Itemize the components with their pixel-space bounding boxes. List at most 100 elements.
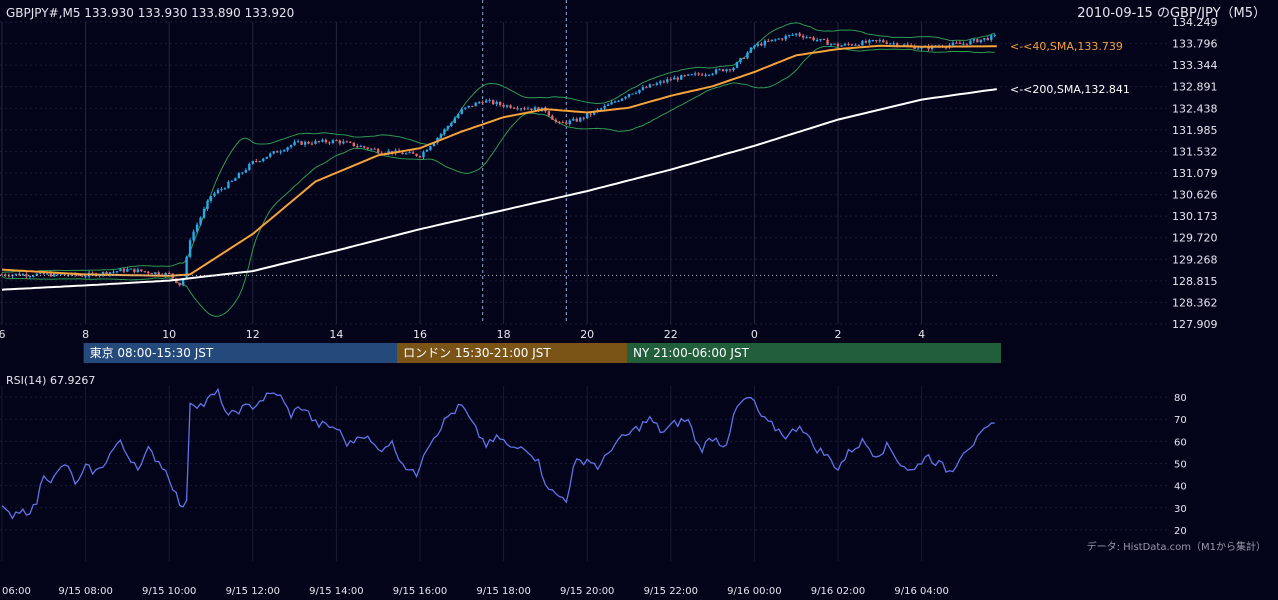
candle-body <box>805 37 808 39</box>
candle-body <box>603 105 606 109</box>
candle-body <box>617 100 620 102</box>
candle-body <box>976 39 979 43</box>
candle-body <box>4 274 7 276</box>
candle-body <box>732 67 735 71</box>
candle-body <box>896 43 899 47</box>
candle-body <box>185 256 188 279</box>
candle-body <box>46 273 49 275</box>
candle-body <box>613 101 617 103</box>
candle-body <box>634 92 638 94</box>
candle-body <box>7 275 11 277</box>
sma40-label: <-<40,SMA,133.739 <box>1010 40 1123 53</box>
datetime-tick-label: 06:00 <box>2 586 31 597</box>
candle-body <box>638 89 641 93</box>
candle-body <box>213 193 216 197</box>
candle-body <box>112 271 115 273</box>
datetime-tick-label: 9/15 16:00 <box>393 586 447 597</box>
candle-body <box>408 152 411 154</box>
session-label: ロンドン 15:30-21:00 JST <box>403 346 551 360</box>
candle-body <box>795 33 798 35</box>
datetime-tick-label: 9/15 14:00 <box>309 586 363 597</box>
rsi-tick-label: 20 <box>1174 526 1187 537</box>
candle-body <box>624 96 627 99</box>
rsi-title: RSI(14) 67.9267 <box>6 374 95 387</box>
candle-body <box>478 102 481 104</box>
candle-body <box>345 141 349 143</box>
candle-body <box>84 276 87 278</box>
candle-body <box>572 118 575 121</box>
candle-body <box>819 38 822 40</box>
datetime-tick-label: 9/15 18:00 <box>476 586 530 597</box>
candle-body <box>495 101 498 105</box>
candle-body <box>227 181 230 189</box>
candle-body <box>561 122 565 124</box>
candle-body <box>32 275 35 277</box>
candle-body <box>101 271 105 275</box>
candle-body <box>861 41 864 46</box>
candle-body <box>920 47 923 49</box>
candle-body <box>53 273 56 277</box>
candle-body <box>662 81 666 83</box>
candle-body <box>206 200 209 209</box>
candle-body <box>181 278 185 286</box>
candle-body <box>889 43 892 45</box>
candle-body <box>154 272 157 274</box>
candle-body <box>244 169 248 173</box>
candle-body <box>91 272 94 274</box>
candle-body <box>450 123 453 127</box>
datetime-tick-label: 9/15 22:00 <box>644 586 698 597</box>
candle-body <box>321 139 324 142</box>
candle-body <box>258 161 261 163</box>
candle-body <box>509 105 512 108</box>
candle-body <box>296 141 300 143</box>
candle-body <box>28 276 32 278</box>
candle-body <box>140 269 143 272</box>
candle-body <box>721 69 725 72</box>
candle-body <box>143 271 147 273</box>
candle-body <box>882 40 885 43</box>
candle-body <box>453 118 457 124</box>
candle-body <box>488 100 491 102</box>
candle-body <box>195 224 199 232</box>
candle-body <box>502 104 505 107</box>
candle-body <box>234 178 237 181</box>
datetime-tick-label: 9/16 02:00 <box>811 586 865 597</box>
candle-body <box>666 79 669 83</box>
candle-body <box>763 40 767 46</box>
candle-body <box>697 73 700 75</box>
candle-body <box>14 273 18 275</box>
price-tick-label: 129.268 <box>1172 253 1218 266</box>
candle-body <box>718 69 721 71</box>
candle-body <box>822 38 826 40</box>
price-tick-label: 130.173 <box>1172 210 1218 223</box>
candle-body <box>519 108 523 110</box>
candle-body <box>282 150 286 152</box>
candle-body <box>547 111 551 116</box>
candle-body <box>742 58 746 60</box>
candle-body <box>352 142 356 147</box>
hour-tick-label: 8 <box>82 328 89 341</box>
candle-body <box>791 34 794 36</box>
candle-body <box>648 84 652 88</box>
candle-body <box>847 43 850 45</box>
candle-body <box>962 43 965 45</box>
candle-body <box>60 274 63 276</box>
session-block <box>397 343 629 363</box>
candle-body <box>349 141 352 143</box>
candle-body <box>122 268 126 272</box>
candle-body <box>467 105 470 108</box>
candle-body <box>248 163 251 170</box>
candle-body <box>592 111 596 115</box>
candle-body <box>230 180 234 182</box>
price-tick-label: 132.891 <box>1172 81 1218 94</box>
datetime-tick-label: 9/15 20:00 <box>560 586 614 597</box>
chart-title: 2010-09-15 のGBP/JPY（M5） <box>1077 6 1266 21</box>
candle-body <box>150 273 153 275</box>
candle-body <box>808 37 812 39</box>
candle-body <box>812 37 815 41</box>
candle-body <box>990 35 993 41</box>
rsi-line <box>1 387 995 520</box>
candle-body <box>307 141 310 144</box>
candle-body <box>168 272 171 274</box>
price-tick-label: 133.344 <box>1172 59 1218 72</box>
